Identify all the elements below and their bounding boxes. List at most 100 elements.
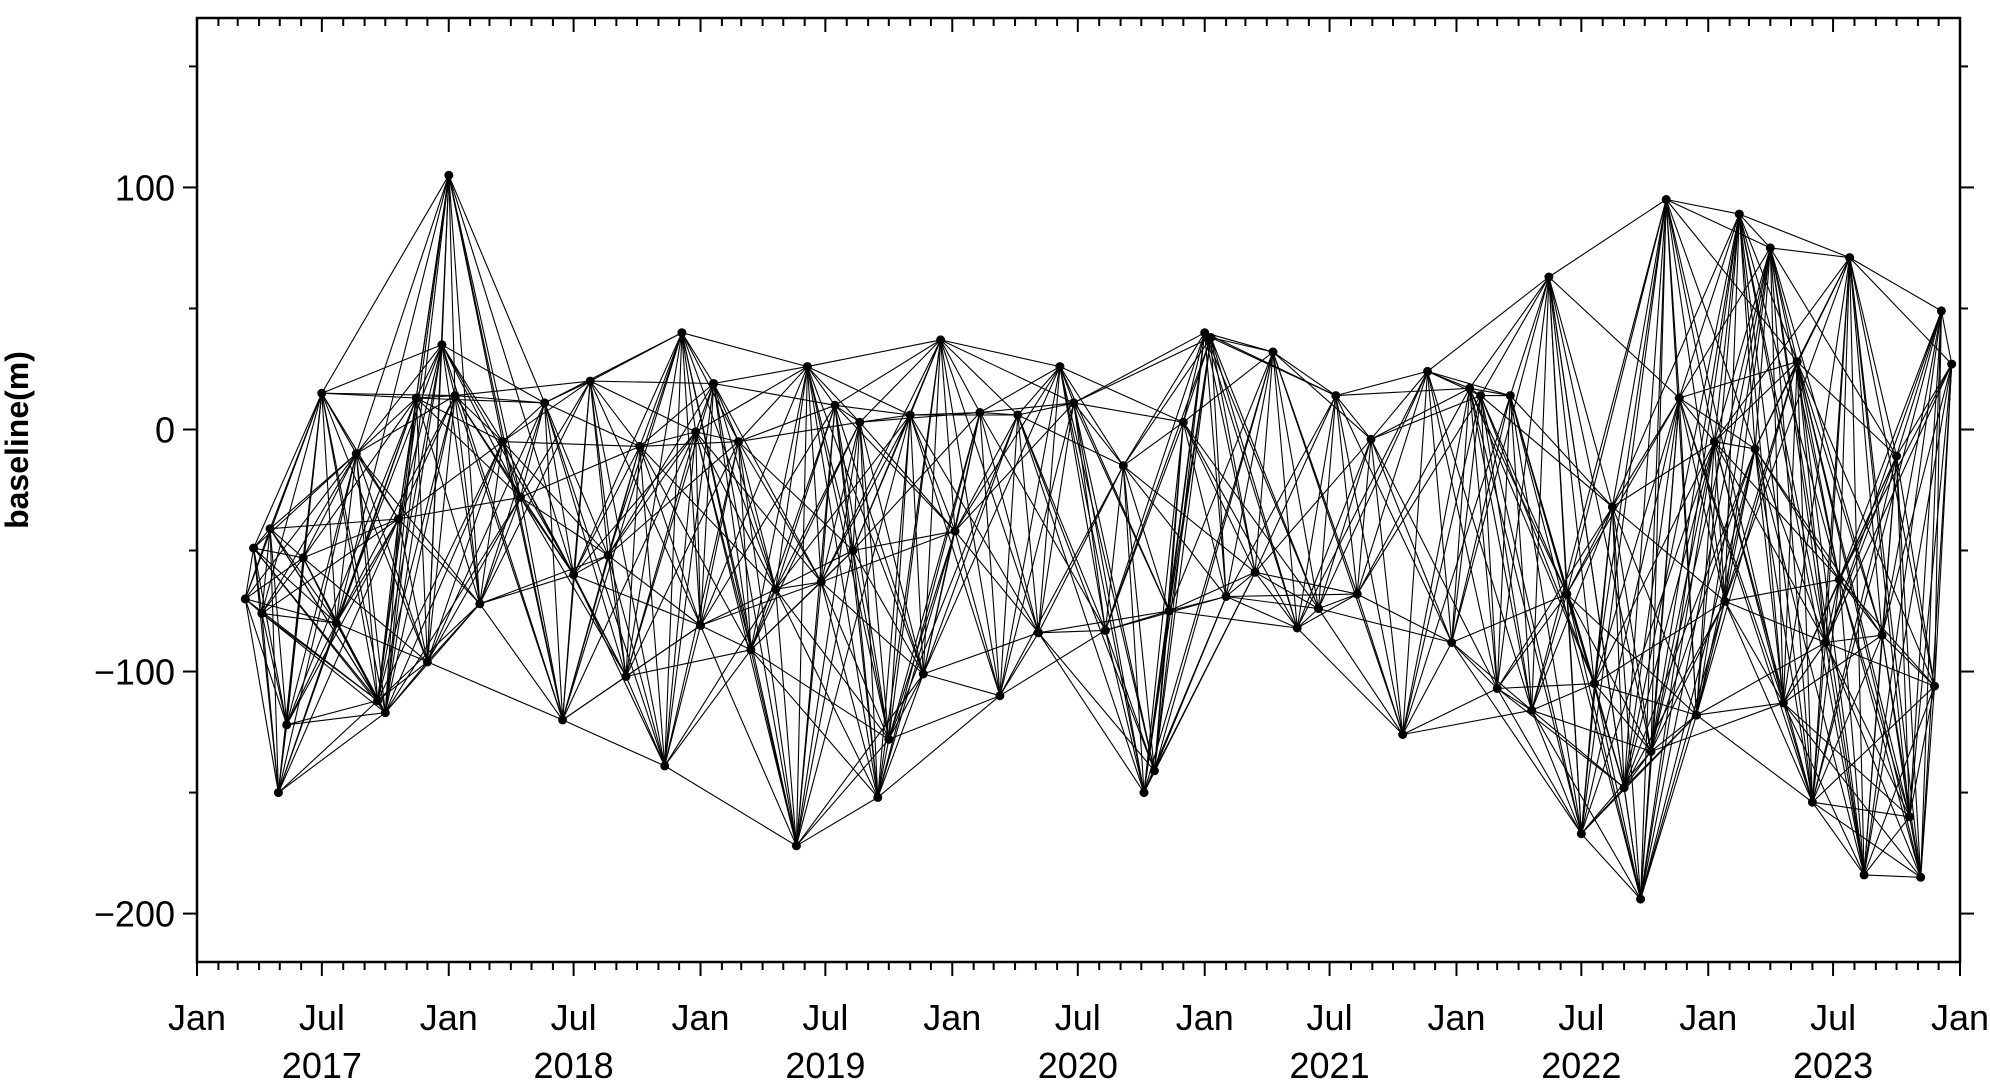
pair-line: [775, 588, 879, 798]
pair-line: [1593, 683, 1625, 788]
acquisition-point: [1505, 391, 1515, 401]
pair-line: [415, 344, 443, 399]
pair-line: [589, 381, 627, 677]
x-tick-label: Jan: [1931, 997, 1989, 1038]
pair-line: [286, 712, 386, 726]
pair-line: [1168, 337, 1212, 612]
pair-line: [922, 366, 1061, 675]
pair-line: [1451, 642, 1498, 689]
pair-line: [1356, 371, 1429, 595]
pair-line: [999, 366, 1061, 696]
acquisition-point: [660, 761, 670, 771]
pair-line: [1838, 455, 1897, 580]
pair-line: [1318, 608, 1404, 735]
acquisition-point: [635, 441, 645, 451]
pair-line: [1017, 414, 1106, 631]
pair-line: [1531, 506, 1613, 711]
pair-line: [1182, 421, 1256, 573]
acquisition-point: [1674, 393, 1684, 403]
pair-line: [695, 366, 808, 433]
pair-line: [335, 397, 417, 624]
pair-line: [1496, 688, 1532, 711]
pair-line: [1059, 366, 1184, 423]
pair-line: [1796, 361, 1936, 687]
pair-line: [1566, 594, 1582, 834]
pair-line: [1566, 593, 1697, 716]
pair-line: [1849, 257, 1883, 636]
pair-line: [244, 548, 255, 599]
pair-line: [1296, 627, 1404, 735]
acquisition-point: [1034, 628, 1043, 638]
pair-line: [1640, 441, 1715, 900]
pair-line: [1696, 642, 1826, 716]
pair-line: [1073, 402, 1170, 612]
pair-line: [1402, 709, 1532, 736]
acquisition-point: [1465, 383, 1475, 393]
pair-line: [834, 404, 861, 423]
acquisition-point: [1930, 681, 1939, 691]
pair-line: [1017, 414, 1145, 793]
pair-line: [834, 405, 879, 798]
pair-line: [448, 175, 546, 404]
pair-line: [1909, 816, 1922, 878]
pair-line: [1153, 351, 1274, 771]
pair-line: [1356, 439, 1372, 595]
pair-line: [1611, 397, 1680, 508]
pair-line: [253, 547, 288, 725]
pair-line: [923, 673, 1001, 697]
pair-line: [795, 673, 924, 847]
pair-line: [454, 395, 575, 576]
pair-line: [940, 339, 1019, 416]
acquisition-point: [351, 449, 361, 459]
acquisition-point: [1164, 606, 1174, 616]
pair-line: [999, 465, 1124, 696]
pair-line: [1782, 702, 1865, 876]
x-tick-label: Jan: [923, 997, 981, 1038]
pair-line: [1104, 630, 1155, 771]
acquisition-point: [791, 841, 801, 851]
pair-line: [377, 344, 443, 701]
pair-line: [1426, 371, 1453, 643]
pair-line: [775, 414, 911, 590]
acquisition-point: [1200, 328, 1210, 338]
pair-line: [979, 402, 1074, 414]
pair-line: [1104, 630, 1145, 793]
pair-line: [1143, 351, 1274, 793]
pair-line: [397, 518, 428, 663]
pair-line: [335, 518, 399, 624]
pair-line: [335, 175, 450, 624]
pair-line: [1531, 710, 1582, 834]
pair-line: [1849, 257, 1936, 687]
pair-line: [820, 550, 854, 583]
pair-line: [589, 332, 683, 382]
pair-line: [261, 557, 304, 614]
pair-line: [426, 402, 546, 663]
pair-line: [909, 414, 1001, 696]
pair-line: [1153, 332, 1206, 771]
pair-line: [625, 625, 701, 677]
pair-line: [834, 405, 890, 740]
pair-line: [479, 554, 609, 605]
pair-line: [737, 441, 797, 846]
pair-line: [1714, 441, 1756, 450]
pair-line: [1168, 595, 1227, 612]
acquisition-point: [1692, 710, 1701, 720]
pair-line: [1612, 506, 1726, 602]
pair-line: [1909, 310, 1942, 817]
pair-line: [750, 366, 808, 650]
pair-line: [1782, 702, 1922, 878]
pair-line: [1370, 438, 1498, 689]
pair-line: [1566, 199, 1667, 595]
pair-line: [1593, 683, 1642, 900]
pair-line: [806, 366, 879, 798]
pair-line: [1531, 199, 1667, 711]
pair-line: [426, 441, 504, 663]
pair-line: [1838, 257, 1851, 580]
pair-line: [1509, 276, 1550, 396]
x-tick-label: Jan: [1176, 997, 1234, 1038]
pair-line: [355, 397, 417, 455]
acquisition-point: [380, 708, 390, 718]
pair-line: [270, 518, 399, 530]
pair-line: [607, 431, 697, 556]
